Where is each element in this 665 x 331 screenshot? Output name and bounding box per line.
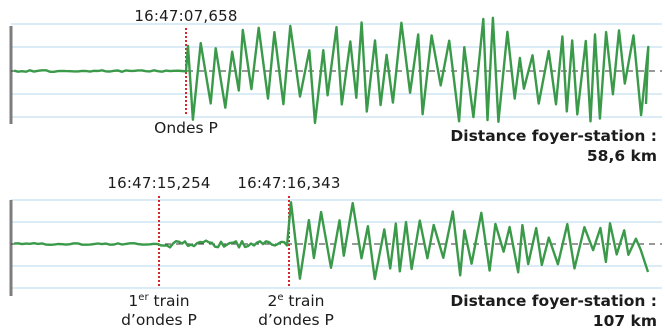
- seismogram-top: [9, 16, 662, 125]
- grid-lines: [11, 199, 662, 289]
- marker-label-p: Ondes P: [154, 119, 218, 137]
- marker-label-train2: 2e train d’ondes P: [258, 292, 334, 330]
- distance-block-bottom: Distance foyer-station : 107 km: [450, 292, 657, 331]
- marker-time-train1: 16:47:15,254: [107, 174, 211, 192]
- marker-time-train2: 16:47:16,343: [237, 174, 341, 192]
- seismogram-bottom: [9, 196, 662, 296]
- distance-value: 107 km: [592, 311, 657, 330]
- grid-lines: [11, 23, 662, 118]
- marker-label-train1: 1er train d’ondes P: [121, 292, 197, 330]
- distance-label: Distance foyer-station :: [450, 127, 657, 145]
- signal-trace: [13, 201, 650, 281]
- distance-label: Distance foyer-station :: [450, 292, 657, 310]
- distance-value: 58,6 km: [586, 146, 657, 165]
- marker-time-p: 16:47:07,658: [134, 7, 238, 25]
- distance-block-top: Distance foyer-station : 58,6 km: [450, 127, 657, 167]
- signal-trace: [13, 16, 650, 125]
